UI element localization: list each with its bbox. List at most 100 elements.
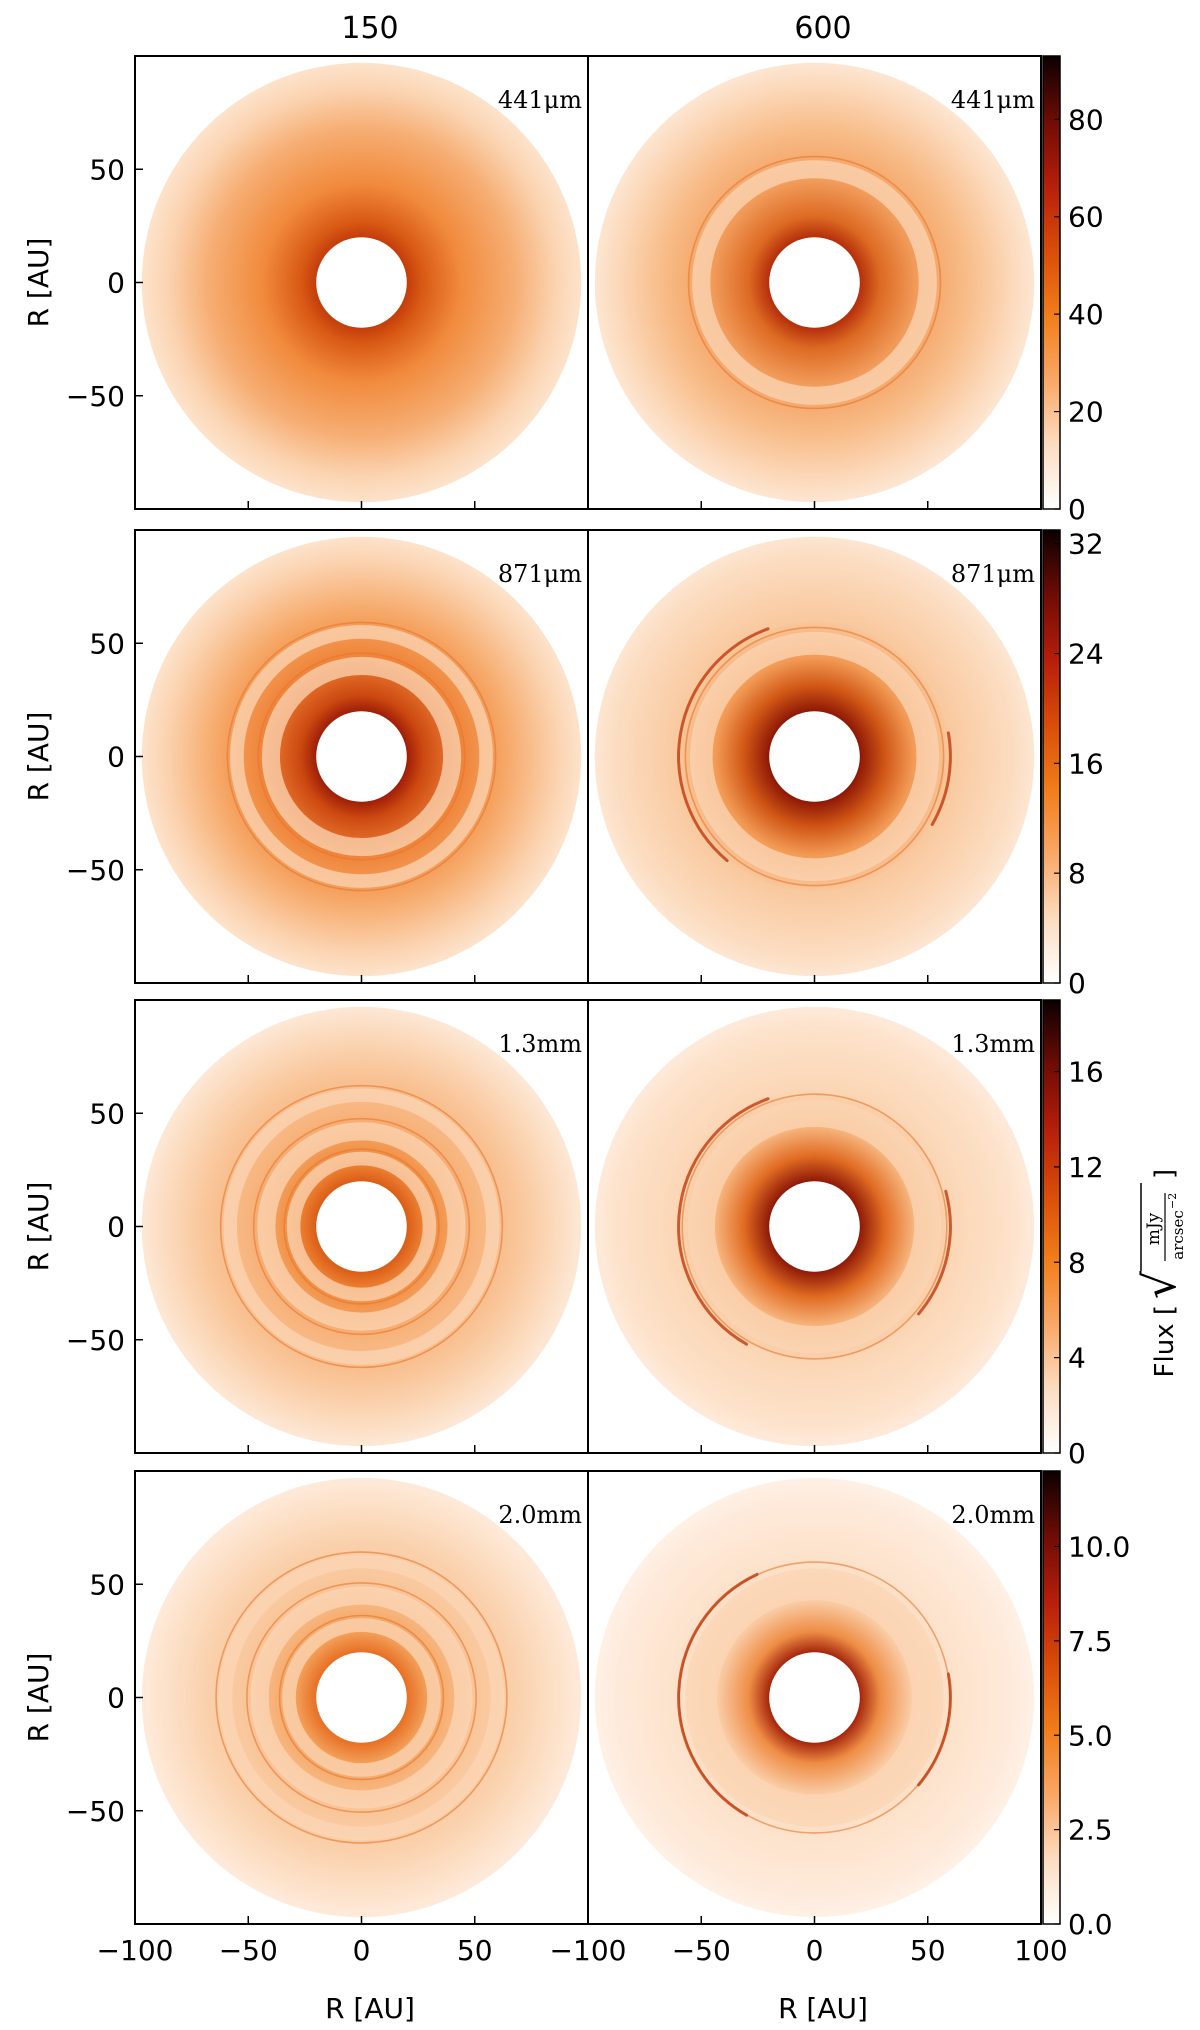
wavelength-label: 441μm [951,86,1035,114]
inner-cavity [769,1181,860,1272]
ring-edge [283,1148,440,1305]
inner-cavity [769,711,860,802]
y-tick-label: 0 [107,267,125,300]
colorbar-tick-label: 10.0 [1068,1531,1130,1564]
dust-ring [282,1618,441,1777]
axes: 50 0 −50 R [AU] 50 0 −50 R [AU] 50 0 −50 R [AU] 50 0 −… [22,153,1068,1967]
x-tick-label: −50 [672,1934,731,1967]
y-axis-label: R [AU] [22,238,55,328]
x-tick-label: 0 [353,1934,371,1967]
y-tick-label: −50 [66,854,125,887]
x-tick-label: −100 [550,1934,627,1967]
dust-ring [257,1122,466,1331]
panel-150-441μm: 441μm [134,55,589,510]
colorbar-tick-label: 4 [1068,1342,1086,1375]
dust-ring [218,1554,505,1841]
y-axis-label: R [AU] [22,712,55,802]
y-tick-label: 50 [89,627,125,660]
x-tick-label: −50 [219,1934,278,1967]
panel-600-2.0mm: 2.0mm [587,1470,1042,1925]
colorbar-tick-label: 2.5 [1068,1814,1113,1847]
x-axis-label-right: R [AU] [778,1992,868,2025]
inner-cavity [316,711,407,802]
dust-ring [223,1088,500,1365]
colorbar-gradient [1042,55,1061,510]
y-tick-label: −50 [66,1324,125,1357]
wavelength-label: 441μm [498,86,582,114]
inner-cavity [316,237,407,328]
inner-cavity [316,1181,407,1272]
panel-150-1.3mm: 1.3mm [134,999,589,1454]
colorbar-gradient [1042,529,1061,984]
panel-150-2.0mm: 2.0mm [134,1470,589,1925]
ring-edge [257,652,466,861]
dust-ring [250,1586,473,1809]
colorbar-tick-label: 12 [1068,1151,1104,1184]
colorbar-tick-label: 0 [1068,493,1086,526]
ring-edge [215,1551,508,1844]
dust-ring [261,656,462,857]
colorbar-label-prefix: Flux [ [1150,1305,1180,1377]
x-axis-label-left: R [AU] [325,1992,415,2025]
y-tick-label: −50 [66,1795,125,1828]
y-tick-label: 0 [107,1682,125,1715]
y-tick-label: 0 [107,741,125,774]
ring-edge [226,621,497,892]
y-tick-label: 50 [89,153,125,186]
ring-edge [219,1084,504,1369]
x-tick-label: 50 [910,1934,946,1967]
wavelength-label: 1.3mm [951,1030,1035,1058]
colorbar-1.3mm: 0 4 8 12 16 [1042,999,1104,1470]
colorbar-tick-label: 0 [1068,1437,1086,1470]
colorbar-gradient [1042,999,1061,1454]
colorbar-label-denominator: arcsec [1169,1210,1187,1260]
colorbar-tick-label: 20 [1068,396,1104,429]
colorbar-label-numerator: mJy [1144,1212,1164,1245]
y-axis-label: R [AU] [22,1182,55,1272]
colorbar-441μm: 0 20 40 60 80 [1042,55,1104,526]
y-tick-label: 50 [89,1568,125,1601]
x-tick-label: 100 [1014,1934,1067,1967]
wavelength-label: 2.0mm [498,1501,582,1529]
panel-150-871μm: 871μm [134,529,589,984]
wavelength-label: 1.3mm [498,1030,582,1058]
inner-cavity [316,1652,407,1743]
inner-cavity [769,237,860,328]
wavelength-label: 871μm [951,560,1035,588]
panel-grid: 441μm 441μm 871μm 871μm 1.3mm 1.3mm 2.0mm 2.0mm [134,55,1042,1925]
colorbar-tick-label: 16 [1068,1056,1104,1089]
colorbar-tick-label: 32 [1068,528,1104,561]
wavelength-label: 2.0mm [951,1501,1035,1529]
column-title-600: 600 [794,11,851,46]
y-axis-label: R [AU] [22,1653,55,1743]
ring-edge [252,1117,471,1336]
vortex-arc [917,1672,952,1787]
colorbar-tick-label: 8 [1068,857,1086,890]
colorbar-label: Flux [ √ mJy arcsec −2 ] [1135,1169,1187,1378]
vortex-arc [677,1572,759,1817]
y-tick-label: 50 [89,1097,125,1130]
colorbar-tick-label: 40 [1068,298,1104,331]
column-title-150: 150 [341,11,398,46]
ring-edge [687,155,942,410]
colorbar-tick-label: 8 [1068,1246,1086,1279]
ring-edge [278,1614,445,1781]
dust-ring [230,625,493,888]
colorbar-tick-label: 16 [1068,747,1104,780]
colorbar-2.0mm: 0.0 2.5 5.0 7.5 10.0 [1042,1470,1130,1941]
colorbar-label-exponent: −2 [1166,1193,1179,1209]
dust-ring [685,1568,944,1827]
colorbar-tick-label: 5.0 [1068,1719,1113,1752]
vortex-arc [677,627,770,863]
ring-edge [684,626,945,887]
dust-ring [687,1099,942,1354]
inner-cavity [769,1652,860,1743]
vortex-arc [677,1097,770,1346]
x-tick-label: 0 [806,1934,824,1967]
colorbar-tick-label: 80 [1068,103,1104,136]
dust-ring [689,631,940,882]
dust-ring [286,1151,437,1302]
y-tick-label: 0 [107,1211,125,1244]
colorbar-gradient [1042,1470,1061,1925]
